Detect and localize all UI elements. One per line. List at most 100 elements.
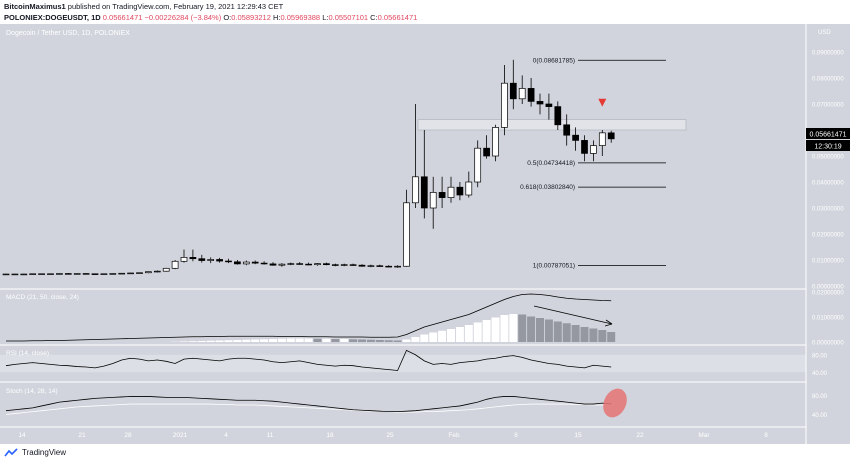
fib-level-label: 0(0.08681785) [533,57,575,64]
price-axis-currency: USD [818,30,831,36]
ohlc-close-value: 0.05661471 [377,13,418,22]
price-axis-background [806,24,850,444]
candle-body [429,192,437,209]
macd-histogram-bar [304,338,313,342]
stoch-highlight-circle [603,388,627,418]
macd-histogram-bar [518,314,527,342]
macd-trend-arrow [533,305,613,325]
candle-body [447,186,455,198]
macd-line [6,293,612,342]
macd-histogram-bar [358,339,366,342]
candle-body [64,273,72,275]
price-tick-label: 0.02000000 [812,233,844,239]
publish-info: published on TradingView.com, February 1… [65,2,284,11]
price-tick-label: 0.09000000 [812,51,844,57]
candle-body [438,192,446,198]
candle-body [581,140,588,154]
macd-label: MACD (21, 50, close, 24) [6,294,79,301]
candle-body [420,176,428,209]
time-tick-label: 15 [574,432,582,439]
candle-body [367,265,375,267]
candle-body [180,257,188,262]
candle-body [242,261,250,265]
candle-body [590,145,597,154]
arrow-head-icon [604,319,613,327]
candle-body [483,147,490,157]
last-price-label: 0.05661471 [810,132,847,139]
time-tick-label: Mar [698,432,710,439]
price-tick-label: 0.07000000 [812,103,844,109]
candle-body [109,273,117,275]
macd-histogram-bar [233,340,242,342]
current-price: 0.05661471 [102,13,143,22]
stoch-tick-label: 80.00 [812,394,828,400]
macd-histogram-bar [277,338,286,342]
price-change: −0.00226284 (−3.84%) [144,13,222,22]
candle-body [20,273,28,276]
brand-name[interactable]: TradingView [22,448,67,457]
candle-body [225,260,232,263]
macd-histogram-bar [464,325,473,342]
macd-histogram-bar [544,319,553,342]
macd-histogram-bar [589,328,598,342]
macd-histogram-bar [402,339,411,342]
fibonacci-retracement[interactable]: 0(0.08681785) 0.5(0.04734418) 0.618(0.0380… [520,57,666,270]
macd-histogram-bar [509,314,518,342]
macd-tick-label: 0.02000000 [812,291,844,297]
candle-body [598,132,606,146]
ohlc-low-key: L: [322,13,329,22]
candle-body [501,82,508,128]
publisher-line: BitcoinMaximus1 published on TradingView… [4,1,846,12]
rsi-line [5,349,612,371]
candle-body [145,271,152,274]
candle-body [171,260,179,269]
candle-body [412,176,419,204]
macd-histogram-bar [411,337,420,342]
macd-histogram-bar [251,339,260,342]
macd-histogram-bar [447,329,455,342]
candle-body [323,263,330,266]
candlestick-series [2,59,615,276]
macd-histogram-bar [536,318,544,342]
macd-histogram-bar [393,340,402,342]
time-tick-label: 4 [224,432,228,439]
macd-pane: 0.02000000 0.01000000 0.00000000 [6,291,844,347]
candle-body [394,265,401,268]
last-price-tag: 0.05661471 12:30:19 [806,128,850,151]
time-tick-label: 21 [78,432,86,439]
macd-histogram-bar [420,334,429,342]
candle-body [278,263,286,266]
candle-body [11,273,19,276]
macd-histogram-bar [331,339,340,342]
candle-body [340,264,348,266]
ohlc-high-value: 0.05969388 [280,13,321,22]
macd-histogram-bar [500,315,509,342]
candle-body [82,273,90,275]
ohlc-high-key: H: [272,13,281,22]
rsi-label: RSI (14, close) [6,350,49,357]
candle-body [331,264,339,266]
symbol-name: POLONIEX:DOGEUSDT, 1D [4,13,101,22]
publisher-name[interactable]: BitcoinMaximus1 [4,2,66,11]
candle-body [518,88,526,100]
fib-level-label: 0.5(0.04734418) [527,160,575,167]
macd-histogram-bar [607,332,616,342]
macd-histogram-bar [571,325,580,342]
ohlc-close-key: C: [370,13,378,22]
candle-body [527,88,535,102]
macd-histogram-bar [455,327,464,342]
resistance-zone-box[interactable] [417,119,687,131]
price-tick-label: 0.04000000 [812,181,844,187]
candle-body [287,263,295,265]
candle-body [296,263,304,265]
candle-body [162,267,170,272]
macd-histogram-bar [384,340,393,342]
tradingview-logo-icon[interactable] [4,448,18,457]
candle-body [118,272,126,275]
macd-histogram-bar [491,317,500,342]
candle-body [56,273,63,275]
price-chart[interactable]: Dogecoin / Tether USD, 1D, POLONIEX USD … [0,24,850,444]
fib-level-label: 1(0.00787051) [533,263,575,270]
chart-title: Dogecoin / Tether USD, 1D, POLONIEX [6,30,130,37]
ohlc-open-value: 0.05893212 [231,13,271,22]
